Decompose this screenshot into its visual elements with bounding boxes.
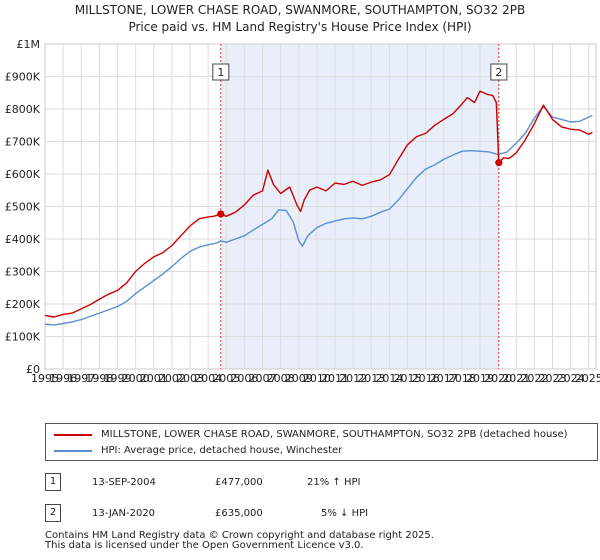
transaction-price: £477,000 (215, 477, 263, 488)
legend: MILLSTONE, LOWER CHASE ROAD, SWANMORE, S… (45, 423, 598, 461)
sale-point (495, 159, 503, 167)
y-tick-label: £300K (5, 266, 41, 279)
x-tick-label: 1995 (31, 372, 59, 385)
transaction-price: £635,000 (215, 508, 263, 519)
transaction-badge-1: 1 (45, 473, 61, 491)
sale-point (217, 210, 225, 218)
x-tick-label: 2008 (267, 372, 295, 385)
sale-marker-label: 2 (495, 66, 502, 79)
transaction-date: 13-SEP-2004 (92, 477, 156, 488)
y-tick-label: £100K (5, 331, 41, 344)
y-tick-label: £400K (5, 233, 41, 246)
x-tick-label: 2021 (502, 372, 530, 385)
x-tick-label: 2018 (448, 372, 476, 385)
y-tick-label: £1M (17, 38, 41, 51)
x-tick-label: 2003 (176, 372, 204, 385)
sale-marker-box (490, 63, 508, 81)
x-tick-label: 2013 (357, 372, 385, 385)
legend-swatch-property (54, 434, 92, 436)
chart-title: MILLSTONE, LOWER CHASE ROAD, SWANMORE, S… (0, 2, 600, 36)
price-chart: 1 2 £0 £100K £200K £300K £400K £500K £600K £700K… (5, 38, 600, 385)
transaction-date: 13-JAN-2020 (92, 508, 156, 519)
x-tick-label: 2017 (430, 372, 458, 385)
footer-line-2: This data is licensed under the Open Gov… (45, 540, 364, 551)
transaction-hpi: 21% ↑ HPI (307, 477, 361, 488)
y-tick-label: £600K (5, 168, 41, 181)
x-tick-label: 2010 (303, 372, 331, 385)
x-tick-label: 2016 (412, 372, 440, 385)
x-tick-label: 2020 (484, 372, 512, 385)
x-tick-label: 2000 (122, 372, 150, 385)
transaction-row-2: 2 13-JAN-2020 £635,000 5% ↓ HPI (45, 503, 565, 525)
x-tick-label: 2005 (212, 372, 240, 385)
transaction-hpi: 5% ↓ HPI (321, 508, 369, 519)
sale-marker-label: 1 (217, 66, 224, 79)
y-tick-label: £200K (5, 298, 41, 311)
y-tick-label: £500K (5, 201, 41, 214)
title-line-2: Price paid vs. HM Land Registry's House … (128, 20, 472, 34)
x-tick-label: 2011 (321, 372, 349, 385)
footer: Contains HM Land Registry data © Crown c… (45, 531, 434, 551)
y-tick-label: £900K (5, 71, 41, 84)
x-tick-label: 2009 (285, 372, 313, 385)
x-tick-label: 2023 (539, 372, 567, 385)
series-line-hpi (44, 105, 593, 326)
transaction-badge-2: 2 (45, 504, 61, 522)
x-tick-label: 2001 (140, 372, 168, 385)
y-tick-label: £800K (5, 103, 41, 116)
x-tick-label: 2022 (520, 372, 548, 385)
x-tick-label: 2004 (194, 372, 222, 385)
y-tick-label: £700K (5, 136, 41, 149)
x-tick-label: 2025 (575, 372, 600, 385)
transaction-row-1: 1 13-SEP-2004 £477,000 21% ↑ HPI (45, 472, 565, 494)
x-tick-label: 1996 (49, 372, 77, 385)
x-tick-label: 2007 (249, 372, 277, 385)
x-tick-label: 1998 (85, 372, 113, 385)
y-tick-label: £0 (26, 363, 40, 376)
x-tick-label: 2015 (394, 372, 422, 385)
x-tick-label: 2012 (339, 372, 367, 385)
legend-swatch-hpi (54, 450, 92, 452)
x-tick-label: 2002 (158, 372, 186, 385)
x-tick-label: 1997 (67, 372, 95, 385)
x-tick-label: 2006 (230, 372, 258, 385)
legend-label-hpi: HPI: Average price, detached house, Winc… (101, 445, 343, 456)
legend-label-property: MILLSTONE, LOWER CHASE ROAD, SWANMORE, S… (101, 429, 568, 440)
x-tick-label: 2019 (466, 372, 494, 385)
x-tick-label: 2024 (557, 372, 585, 385)
title-line-1: MILLSTONE, LOWER CHASE ROAD, SWANMORE, S… (74, 3, 526, 17)
x-tick-label: 1999 (104, 372, 132, 385)
footer-line-1: Contains HM Land Registry data © Crown c… (45, 530, 434, 541)
x-tick-label: 2014 (375, 372, 403, 385)
sale-marker-box (212, 63, 230, 81)
plot-area (44, 43, 597, 370)
